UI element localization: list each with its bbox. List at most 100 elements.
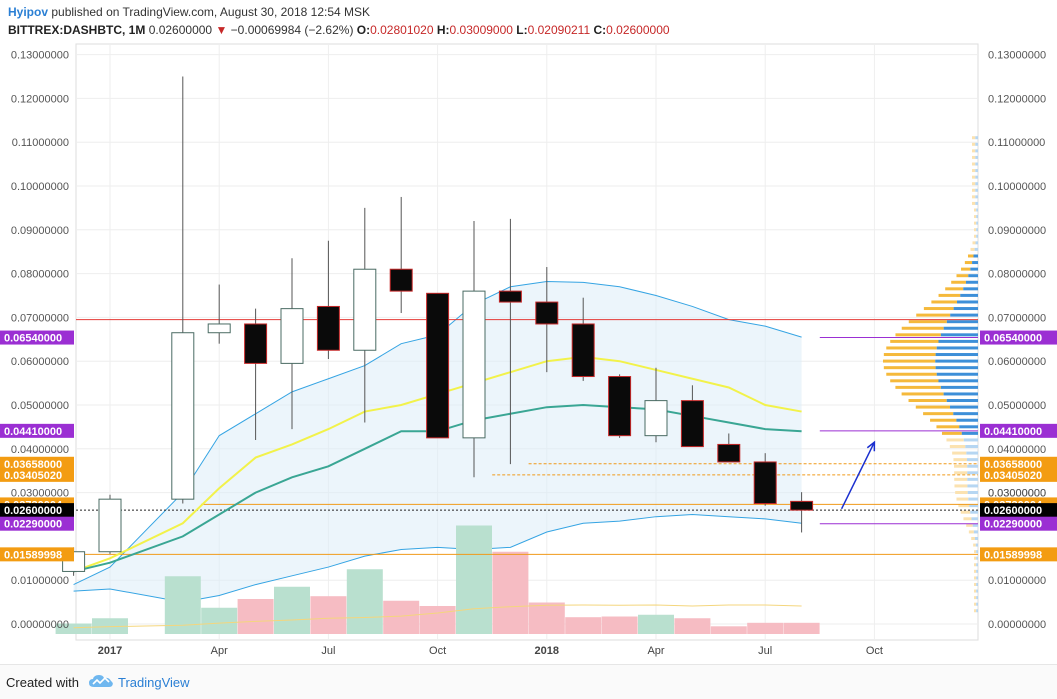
- volume-profile-bar: [954, 471, 968, 475]
- volume-profile-bar: [975, 188, 978, 192]
- created-with-text: Created with: [6, 675, 79, 690]
- y-tick-label-left: 0.06000000: [11, 356, 69, 368]
- x-tick-label: Oct: [866, 645, 883, 657]
- volume-profile-bar: [975, 195, 978, 199]
- volume-profile-bar: [970, 510, 978, 514]
- volume-profile-bar: [886, 346, 937, 350]
- volume-profile-bar: [976, 582, 978, 586]
- volume-profile-bar: [935, 359, 978, 363]
- time-axis: 2017 Apr Jul Oct 2018 Apr Jul Oct: [98, 645, 883, 657]
- price-badge: [980, 330, 1057, 345]
- tradingview-cloud-icon[interactable]: [88, 673, 114, 689]
- low-label: L:: [516, 23, 528, 37]
- candle-body: [316, 305, 340, 351]
- y-tick-label-right: 0.06000000: [988, 356, 1046, 368]
- volume-profile-bar: [935, 366, 978, 370]
- volume-profile-bar: [972, 175, 976, 179]
- volume-profile-bar: [960, 293, 978, 297]
- volume-profile-bar: [976, 215, 978, 219]
- volume-bar: [492, 551, 529, 634]
- volume-profile-bar: [931, 300, 958, 304]
- volume-profile-bar: [963, 438, 978, 442]
- x-tick-label: Apr: [211, 645, 228, 657]
- volume-profile-bar: [946, 399, 978, 403]
- y-tick-label-right: 0.11000000: [988, 137, 1045, 149]
- close-value: 0.02600000: [606, 23, 670, 37]
- volume-profile-bar: [936, 425, 960, 429]
- volume-profile-bar: [965, 445, 978, 449]
- volume-profile-bar: [967, 491, 978, 494]
- volume-profile-bar: [950, 405, 978, 409]
- candle-body: [171, 332, 195, 500]
- volume-bar: [710, 626, 747, 634]
- trend-arrow-line: [840, 441, 876, 510]
- volume-profile-bar: [886, 372, 937, 376]
- y-tick-label-left: 0.04000000: [11, 444, 69, 456]
- volume-profile-bar: [935, 353, 978, 357]
- volume-profile-bar: [976, 228, 978, 232]
- candle-body: [498, 290, 522, 303]
- volume-profile-bar: [976, 596, 978, 600]
- candle-body: [753, 461, 777, 505]
- volume-profile-bar: [972, 523, 978, 527]
- volume-profile-bar: [970, 267, 978, 271]
- y-tick-label-right: 0.07000000: [988, 312, 1046, 324]
- candle-body: [462, 290, 486, 439]
- volume-profile-bar: [923, 412, 954, 416]
- price-chart[interactable]: 0.13000000 0.13000000 0.12000000 0.12000000…: [0, 40, 1057, 664]
- candle-body: [717, 443, 741, 463]
- author-link[interactable]: Hyipov: [8, 5, 49, 19]
- y-tick-label-right: 0.00000000: [988, 619, 1046, 631]
- price-badge-label: 0.03658000: [984, 459, 1042, 471]
- volume-profile-bar: [967, 477, 978, 481]
- price-axis: 0.13000000 0.13000000 0.12000000 0.12000000…: [0, 50, 1057, 631]
- volume-bar: [92, 618, 128, 634]
- volume-profile-bar: [972, 149, 976, 153]
- volume-profile-bar: [966, 451, 978, 455]
- volume-profile-bar: [975, 162, 978, 166]
- price-badge: [0, 516, 74, 531]
- volume-profile-bar: [895, 385, 941, 389]
- y-tick-label-right: 0.12000000: [988, 93, 1046, 105]
- volume-bar: [783, 622, 820, 634]
- volume-profile-bar: [969, 504, 978, 508]
- tradingview-brand-link[interactable]: TradingView: [118, 675, 190, 690]
- volume-profile-bar: [975, 169, 978, 173]
- volume-profile-bar: [953, 458, 967, 462]
- volume-profile-bar: [949, 445, 966, 449]
- candle-body: [389, 268, 413, 292]
- volume-profile-bar: [974, 563, 977, 567]
- price-badge: [0, 456, 74, 471]
- volume-profile-bar: [967, 464, 978, 468]
- volume-bar: [456, 525, 492, 634]
- volume-profile-bar: [967, 254, 974, 258]
- price-badge: [980, 503, 1057, 518]
- candle-body: [790, 500, 814, 511]
- volume-profile-bar: [976, 550, 978, 554]
- change-arrow-icon: ▼: [215, 23, 228, 37]
- ohlc-line: BITTREX:DASHBTC, 1M 0.02600000 ▼ −0.0006…: [8, 23, 670, 37]
- volume-profile-bar: [958, 504, 970, 508]
- volume-profile-bar: [976, 221, 978, 225]
- volume-profile-bar: [975, 175, 978, 179]
- y-tick-label-right: 0.13000000: [988, 50, 1046, 62]
- y-tick-label-right: 0.03000000: [988, 488, 1046, 500]
- price-badge: [0, 330, 74, 345]
- high-value: 0.03009000: [449, 23, 513, 37]
- volume-profile-bar: [975, 241, 978, 245]
- volume-profile-bar: [967, 484, 978, 488]
- volume-profile-bar: [953, 307, 978, 311]
- volume-profile-bar: [936, 372, 978, 376]
- volume-ma-line: [73, 604, 802, 629]
- y-tick-label-left: 0.12000000: [11, 93, 69, 105]
- volume-profile-bar: [975, 543, 978, 547]
- volume-profile-bar: [968, 274, 978, 278]
- volume-profile-bar: [943, 392, 978, 396]
- volume-profile-bar: [976, 569, 978, 573]
- volume-profile-bar: [976, 208, 978, 212]
- volume-profile-bar: [946, 320, 978, 324]
- volume-profile-bar: [960, 510, 971, 514]
- volume-profile-bar: [974, 556, 977, 560]
- y-tick-label-left: 0.08000000: [11, 269, 69, 281]
- volume-profile-bar: [974, 228, 977, 232]
